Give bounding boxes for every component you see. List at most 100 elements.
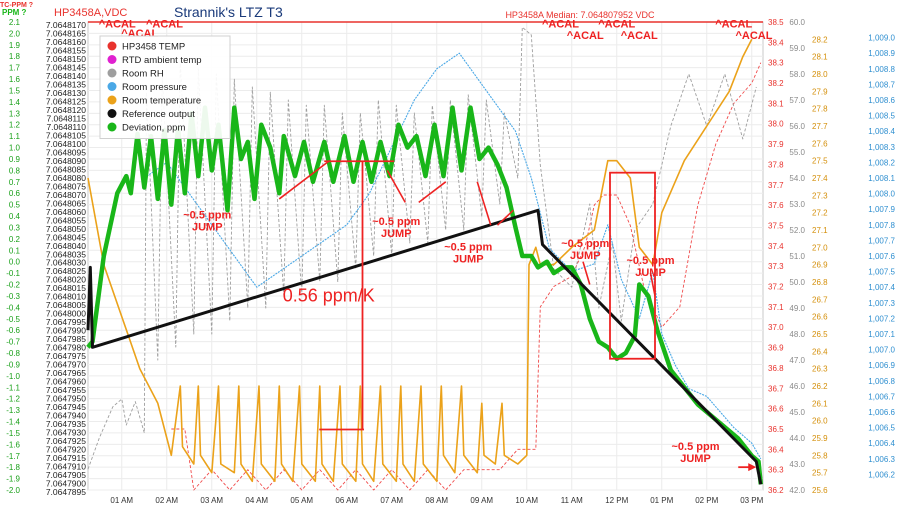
tc-label: 0.56 ppm/K — [283, 286, 375, 306]
pressure-tick-label: 1,008.4 — [868, 127, 895, 136]
pressure-tick-label: 1,006.7 — [868, 392, 895, 401]
series-reference-output — [86, 208, 763, 485]
room-temp-tick-label: 25.7 — [812, 469, 828, 478]
vdc-tick-label: 7.0647895 — [46, 487, 86, 497]
series-room-temperature — [87, 38, 753, 483]
jump-arrow-head — [748, 463, 757, 472]
legend-marker — [107, 95, 117, 105]
vdc-tick-label: 7.0647915 — [46, 453, 86, 463]
vdc-tick-label: 7.0648115 — [46, 113, 86, 123]
room-temp-tick-label: 28.0 — [812, 70, 828, 79]
ppm-tick-label: -1.7 — [6, 452, 20, 461]
header-median-label: HP3458A Median: 7.064807952 VDC — [505, 10, 655, 20]
temp-tick-label: 37.6 — [768, 201, 784, 210]
pressure-tick-label: 1,006.4 — [868, 439, 895, 448]
rh-tick-label: 54.0 — [789, 174, 805, 183]
room-temp-tick-label: 26.7 — [812, 295, 828, 304]
temp-tick-label: 38.4 — [768, 38, 784, 47]
jump-annotation-sublabel: JUMP — [192, 221, 223, 233]
chart-title: Strannik's LTZ T3 — [174, 4, 283, 20]
temp-tick-label: 37.3 — [768, 262, 784, 271]
ppm-tick-label: 0.0 — [9, 258, 21, 267]
temp-tick-label: 38.1 — [768, 99, 784, 108]
ppm-tick-label: 0.1 — [9, 246, 21, 255]
ppm-tick-label: -1.5 — [6, 429, 20, 438]
room-temp-tick-label: 27.3 — [812, 191, 828, 200]
jump-pointer-line — [476, 181, 492, 226]
vdc-tick-label: 7.0647935 — [46, 419, 86, 429]
vdc-tick-label: 7.0647945 — [46, 402, 86, 412]
vdc-tick-label: 7.0648170 — [46, 20, 86, 30]
jump-annotation-sublabel: JUMP — [381, 228, 412, 240]
room-temp-tick-label: 26.9 — [812, 261, 828, 270]
pressure-tick-label: 1,006.3 — [868, 455, 895, 464]
jump-annotation-sublabel: JUMP — [680, 453, 711, 465]
pressure-tick-label: 1,006.9 — [868, 361, 895, 370]
jump-annotation-label: ~0.5 ppm — [372, 216, 420, 228]
ppm-tick-label: 1.5 — [9, 86, 21, 95]
legend[interactable]: HP3458 TEMP RTD ambient temp Room RH Room p… — [99, 35, 231, 139]
vdc-tick-label: 7.0647925 — [46, 436, 86, 446]
ppm-tick-label: -0.8 — [6, 349, 20, 358]
jump-annotation-sublabel: JUMP — [570, 250, 601, 262]
acal-label: ^ACAL — [715, 19, 752, 31]
pressure-tick-label: 1,008.7 — [868, 80, 895, 89]
vdc-tick-label: 7.0647920 — [46, 445, 86, 455]
vdc-tick-label: 7.0648145 — [46, 62, 86, 72]
temp-tick-label: 38.5 — [768, 18, 784, 27]
room-temp-tick-label: 26.6 — [812, 313, 828, 322]
ppm-tick-label: -1.8 — [6, 463, 20, 472]
rh-tick-label: 46.0 — [789, 382, 805, 391]
pressure-tick-label: 1,006.2 — [868, 470, 895, 479]
room-temp-tick-label: 27.8 — [812, 105, 828, 114]
ppm-tick-label: 0.3 — [9, 223, 21, 232]
vdc-tick-label: 7.0648090 — [46, 156, 86, 166]
legend-marker — [107, 41, 117, 51]
vdc-tick-label: 7.0648020 — [46, 275, 86, 285]
pressure-tick-label: 1,006.6 — [868, 408, 895, 417]
temp-tick-label: 36.6 — [768, 405, 784, 414]
jump-pointer-line — [649, 272, 656, 297]
ppm-tick-label: -0.4 — [6, 303, 20, 312]
jump-annotation-label: ~0.5 ppm — [561, 238, 609, 250]
series-deviation-ppm — [86, 105, 764, 485]
legend-label: Room RH — [122, 69, 164, 80]
temp-tick-label: 37.5 — [768, 221, 784, 230]
legend-label: HP3458 TEMP — [122, 42, 185, 53]
vdc-tick-label: 7.0647900 — [46, 479, 86, 489]
rh-tick-label: 44.0 — [789, 434, 805, 443]
ppm-tick-label: 2.1 — [9, 18, 21, 27]
vdc-tick-label: 7.0647940 — [46, 411, 86, 421]
corner-label-tc: TC-PPM ? — [0, 2, 33, 9]
rh-tick-label: 56.0 — [789, 122, 805, 131]
room-temp-tick-label: 26.0 — [812, 417, 828, 426]
acal-label: ^ACAL — [621, 30, 658, 42]
temp-tick-label: 37.7 — [768, 181, 784, 190]
vdc-tick-label: 7.0648005 — [46, 300, 86, 310]
vdc-tick-label: 7.0648130 — [46, 88, 86, 98]
vdc-tick-label: 7.0647960 — [46, 377, 86, 387]
vdc-tick-label: 7.0648150 — [46, 54, 86, 64]
ppm-tick-label: 1.2 — [9, 121, 21, 130]
vdc-tick-label: 7.0647955 — [46, 385, 86, 395]
legend-box — [99, 35, 231, 139]
vdc-tick-label: 7.0647965 — [46, 368, 86, 378]
corner-label-ppm: PPM ? — [2, 8, 27, 17]
legend-marker — [107, 109, 117, 118]
temp-tick-label: 37.4 — [768, 242, 784, 251]
vdc-tick-label: 7.0648035 — [46, 249, 86, 259]
ppm-tick-label: 0.6 — [9, 189, 21, 198]
jump-pointer-line — [496, 209, 514, 226]
pressure-tick-label: 1,007.0 — [868, 346, 895, 355]
axis-layer: 2.1 2.0 1.9 1.8 1.7 1.6 1.5 1.4 1.3 1.2 1.1 1.0 0.9 0… — [6, 18, 895, 505]
room-temp-tick-label: 27.6 — [812, 139, 828, 148]
series-room-rh — [87, 26, 757, 470]
room-temp-tick-label: 26.5 — [812, 330, 828, 339]
ppm-tick-label: 0.2 — [9, 235, 21, 244]
room-temp-tick-label: 26.8 — [812, 278, 828, 287]
x-tick-label: 10 AM — [515, 496, 538, 505]
room-temp-tick-label: 28.1 — [812, 53, 828, 62]
acal-label: ^ACAL — [598, 19, 635, 31]
